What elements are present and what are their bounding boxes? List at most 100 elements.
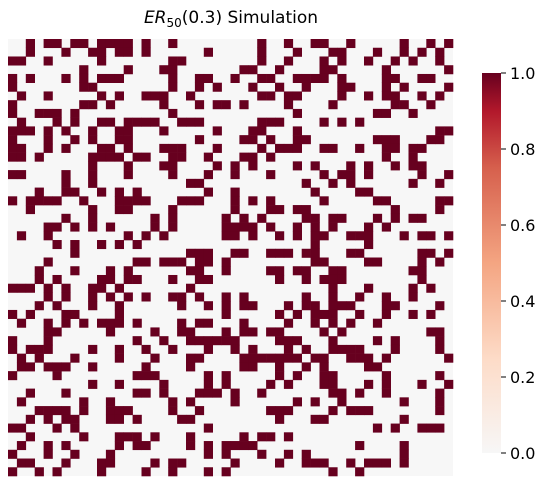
- heatmap-cell: [310, 353, 320, 363]
- heatmap-cell: [248, 161, 258, 171]
- chart-title: ER50(0.3) Simulation: [144, 8, 318, 30]
- heatmap-cell: [159, 257, 169, 267]
- heatmap-cell: [43, 441, 53, 451]
- heatmap-cell: [221, 449, 231, 459]
- heatmap-cell: [203, 379, 213, 389]
- heatmap-cell: [283, 39, 294, 49]
- heatmap-cell: [16, 318, 27, 328]
- heatmap-cell: [159, 336, 169, 346]
- heatmap-cell: [97, 39, 107, 49]
- heatmap-cell: [150, 117, 160, 127]
- heatmap-cell: [159, 126, 169, 136]
- heatmap-cell: [399, 458, 409, 468]
- heatmap-cell: [203, 257, 213, 267]
- heatmap-cell: [301, 82, 311, 92]
- heatmap-cell: [177, 301, 187, 311]
- heatmap-cell: [88, 222, 98, 232]
- heatmap-cell: [381, 458, 391, 468]
- heatmap-cell: [123, 266, 133, 276]
- heatmap-cell: [426, 309, 436, 319]
- heatmap-cell: [141, 371, 151, 381]
- heatmap-cell: [186, 336, 196, 346]
- heatmap-cell: [123, 196, 133, 206]
- heatmap-cell: [266, 205, 276, 215]
- heatmap-cell: [212, 161, 222, 171]
- heatmap-cell: [168, 205, 178, 215]
- heatmap-cell: [114, 135, 124, 145]
- heatmap-cell: [61, 406, 71, 416]
- heatmap-cell: [328, 266, 338, 276]
- heatmap-cell: [88, 362, 98, 372]
- heatmap-cell: [61, 47, 71, 57]
- heatmap-cell: [257, 39, 267, 49]
- heatmap-cell: [230, 248, 240, 258]
- heatmap-cell: [292, 231, 302, 241]
- heatmap-cell: [381, 82, 391, 92]
- heatmap-cell: [88, 161, 98, 171]
- heatmap-cell: [266, 135, 276, 145]
- heatmap-cell: [52, 301, 62, 311]
- heatmap-cell: [435, 56, 445, 66]
- heatmap-cell: [292, 135, 302, 145]
- heatmap-cell: [114, 47, 124, 57]
- heatmap-cell: [43, 344, 53, 354]
- heatmap-cell: [141, 441, 151, 451]
- heatmap-cell: [230, 397, 240, 407]
- heatmap-cell: [194, 82, 205, 92]
- heatmap-cell: [43, 292, 53, 302]
- heatmap-cell: [355, 388, 365, 398]
- heatmap-cell: [203, 301, 213, 311]
- heatmap-cell: [8, 152, 18, 162]
- heatmap-cell: [444, 196, 454, 206]
- heatmap-cell: [25, 432, 35, 442]
- heatmap-cell: [364, 458, 374, 468]
- heatmap-cell: [444, 82, 454, 92]
- heatmap-cell: [8, 283, 18, 293]
- heatmap-cell: [168, 39, 178, 49]
- heatmap-cell: [301, 248, 311, 258]
- heatmap-cell: [186, 397, 196, 407]
- heatmap-cell: [34, 266, 44, 276]
- heatmap-cell: [328, 100, 338, 110]
- heatmap-cell: [355, 248, 365, 258]
- heatmap-cell: [408, 161, 418, 171]
- heatmap-cell: [114, 344, 124, 354]
- heatmap-cell: [310, 231, 320, 241]
- heatmap-cell: [114, 152, 124, 162]
- heatmap-cell: [88, 152, 98, 162]
- heatmap-cell: [194, 406, 205, 416]
- heatmap-cell: [105, 414, 116, 424]
- heatmap-cell: [203, 336, 213, 346]
- heatmap-cell: [25, 205, 35, 215]
- heatmap-cell: [417, 170, 427, 180]
- heatmap-cell: [319, 371, 329, 381]
- heatmap-cell: [248, 327, 258, 337]
- heatmap-cell: [203, 47, 213, 57]
- heatmap-cell: [417, 91, 427, 101]
- heatmap-cell: [435, 397, 445, 407]
- colorbar: [482, 73, 501, 453]
- heatmap-cell: [399, 397, 409, 407]
- heatmap-cell: [248, 353, 258, 363]
- heatmap-cell: [283, 379, 294, 389]
- heatmap-cell: [221, 336, 231, 346]
- heatmap-cell: [257, 143, 267, 153]
- heatmap-cell: [159, 161, 169, 171]
- heatmap-cell: [328, 467, 338, 477]
- heatmap-cell: [79, 196, 89, 206]
- heatmap-cell: [337, 213, 347, 223]
- heatmap-cell: [292, 353, 302, 363]
- heatmap-cell: [426, 231, 436, 241]
- heatmap-cell: [283, 318, 294, 328]
- heatmap-cell: [283, 100, 294, 110]
- heatmap-cell: [70, 353, 80, 363]
- heatmap-cell: [203, 318, 213, 328]
- heatmap-cell: [203, 371, 213, 381]
- heatmap-cell: [177, 327, 187, 337]
- heatmap-cell: [346, 406, 356, 416]
- heatmap-cell: [364, 170, 374, 180]
- heatmap-cell: [417, 213, 427, 223]
- heatmap-cell: [97, 318, 107, 328]
- heatmap-cell: [364, 406, 374, 416]
